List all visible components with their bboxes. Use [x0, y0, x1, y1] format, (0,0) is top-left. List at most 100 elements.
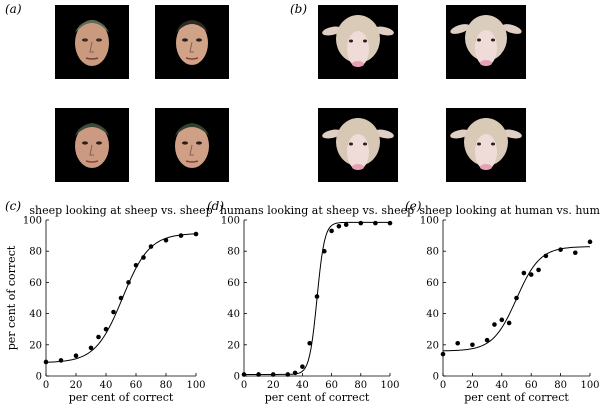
data-point: [103, 326, 109, 332]
data-point: [373, 220, 378, 226]
human-face-image: [55, 5, 129, 79]
panel-label-c: (c): [5, 199, 22, 213]
data-point: [358, 220, 364, 226]
x-axis-label: per cent of correct: [69, 391, 174, 404]
data-point: [499, 317, 505, 323]
data-point: [111, 309, 116, 315]
data-point: [558, 247, 563, 252]
data-point: [470, 342, 475, 348]
data-point: [73, 353, 79, 359]
data-point: [178, 233, 184, 238]
panel-label-a: (a): [5, 2, 22, 16]
panel-label-e: (e): [405, 199, 422, 213]
y-tick-label: 40: [29, 309, 42, 320]
data-point: [307, 340, 313, 346]
data-point: [58, 358, 64, 363]
human-face-image: [155, 108, 229, 182]
x-tick-label: 80: [160, 380, 173, 391]
sheep-face-image: [446, 108, 526, 182]
data-point: [587, 239, 593, 245]
data-point: [88, 345, 94, 351]
data-point: [329, 228, 334, 234]
sheep-face-image: [318, 5, 398, 79]
data-point: [148, 244, 154, 249]
y-tick-label: 80: [29, 247, 42, 258]
sheep-face-image: [318, 108, 398, 182]
y-tick-label: 60: [426, 278, 439, 289]
data-point: [241, 372, 247, 377]
x-tick-label: 20: [267, 380, 280, 391]
y-tick-label: 20: [227, 340, 240, 351]
y-tick-label: 100: [23, 216, 42, 227]
data-point: [492, 322, 497, 327]
sheep-face-image: [446, 5, 526, 79]
data-point: [163, 237, 169, 243]
data-point: [43, 359, 49, 365]
x-tick-label: 20: [466, 380, 479, 391]
x-tick-label: 60: [525, 380, 538, 391]
y-tick-label: 100: [420, 216, 439, 227]
panel-label-d: (d): [207, 199, 225, 213]
x-axis-label: per cent of correct: [265, 391, 370, 404]
data-point: [270, 372, 276, 377]
x-tick-label: 0: [241, 380, 247, 391]
data-point: [118, 295, 124, 301]
x-tick-label: 100: [580, 380, 599, 391]
data-point: [141, 255, 146, 260]
data-point: [96, 334, 101, 340]
data-point: [133, 262, 139, 268]
y-tick-label: 40: [426, 309, 439, 320]
x-tick-label: 80: [554, 380, 567, 391]
x-tick-label: 40: [495, 380, 508, 391]
human-face-image: [155, 5, 229, 79]
data-point: [126, 280, 131, 285]
data-point: [543, 253, 549, 259]
x-tick-label: 40: [296, 380, 309, 391]
y-tick-label: 20: [29, 340, 42, 351]
x-tick-label: 100: [186, 380, 205, 391]
y-tick-label: 0: [433, 372, 439, 383]
data-point: [256, 372, 261, 377]
y-tick-label: 0: [234, 372, 240, 383]
data-point: [314, 294, 320, 299]
data-point: [300, 364, 305, 369]
x-tick-label: 20: [70, 380, 83, 391]
data-point: [292, 370, 298, 376]
x-axis-label: per cent of correct: [464, 391, 569, 404]
data-point: [343, 222, 349, 227]
y-tick-label: 100: [221, 216, 240, 227]
fit-curve: [45, 233, 197, 363]
y-tick-label: 40: [227, 309, 240, 320]
y-axis-label: per cent of correct: [5, 245, 18, 350]
data-point: [387, 220, 393, 226]
data-point: [521, 270, 527, 276]
data-point: [285, 372, 291, 377]
y-tick-label: 20: [426, 340, 439, 351]
chart-title: humans looking at sheep vs. sheep: [220, 204, 414, 217]
human-face-image: [55, 108, 129, 182]
y-tick-label: 80: [227, 247, 240, 258]
y-tick-label: 80: [426, 247, 439, 258]
chart-title: sheep looking at sheep vs. sheep: [29, 204, 212, 217]
data-point: [536, 267, 541, 273]
chart-title: sheep looking at human vs. human: [419, 204, 600, 217]
x-tick-label: 80: [354, 380, 367, 391]
x-tick-label: 40: [100, 380, 113, 391]
x-tick-label: 100: [380, 380, 399, 391]
x-tick-label: 60: [130, 380, 143, 391]
data-point: [440, 351, 446, 357]
y-tick-label: 60: [227, 278, 240, 289]
x-tick-label: 60: [325, 380, 338, 391]
data-point: [506, 320, 512, 326]
y-tick-label: 0: [36, 372, 42, 383]
x-tick-label: 0: [43, 380, 49, 391]
y-tick-label: 60: [29, 278, 42, 289]
data-point: [455, 340, 461, 346]
data-point: [514, 295, 519, 301]
panel-label-b: (b): [290, 2, 308, 16]
data-point: [573, 250, 578, 256]
data-point: [322, 248, 327, 254]
data-point: [336, 223, 342, 229]
data-point: [528, 272, 534, 277]
